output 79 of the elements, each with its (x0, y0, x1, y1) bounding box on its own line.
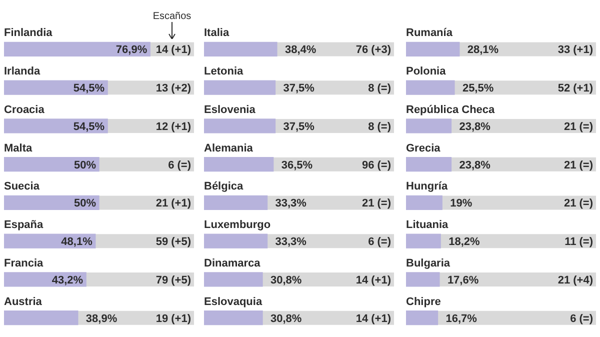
annotation: 8 (=) (368, 82, 392, 95)
annotation: 8 (=) (368, 120, 392, 133)
data-label: 43,2% (52, 274, 84, 286)
data-label: 23,8% (459, 120, 491, 133)
data-label: 54,5% (73, 120, 105, 133)
data-label: 23,8% (459, 159, 491, 172)
data-label: 37,5% (283, 120, 315, 133)
bar (406, 118, 452, 134)
annotation: 21 (=) (564, 198, 594, 210)
data-label: 38,4% (284, 44, 316, 56)
y-tick-label: República Checa (406, 104, 496, 116)
annotation: 76 (+3) (356, 44, 392, 56)
data-label: 36,5% (281, 159, 313, 172)
data-label: 76,9% (116, 44, 148, 56)
y-tick-label: Suecia (4, 180, 40, 193)
y-tick-label: Eslovenia (204, 104, 256, 116)
data-label: 16,7% (446, 312, 478, 325)
data-label: 17,6% (447, 274, 479, 286)
y-tick-label: Hungría (406, 180, 448, 193)
annotation: 12 (+1) (156, 120, 192, 133)
data-label: 54,5% (73, 82, 105, 95)
data-label: 50% (74, 198, 96, 210)
annotation: 19 (+1) (156, 312, 192, 325)
data-label: 33,3% (275, 198, 307, 210)
annotation: 14 (+1) (356, 274, 392, 286)
y-tick-label: Francia (4, 257, 44, 270)
data-label: 25,5% (462, 82, 494, 95)
annotation: 52 (+1) (558, 82, 594, 95)
y-tick-label: Italia (204, 27, 230, 40)
bar (406, 234, 441, 248)
annotation: 59 (+5) (156, 236, 192, 248)
y-tick-label: Luxemburgo (204, 219, 271, 232)
y-tick-label: Alemania (204, 142, 254, 154)
data-label: 38,9% (86, 312, 118, 325)
data-label: 48,1% (61, 236, 93, 248)
data-label: 30,8% (270, 312, 302, 325)
y-tick-label: Lituania (406, 219, 450, 232)
bar (406, 195, 442, 210)
annotation: 11 (=) (564, 236, 594, 248)
data-label: 50% (74, 159, 96, 172)
data-label: 33,3% (275, 236, 307, 248)
annotation: 6 (=) (168, 159, 192, 172)
y-tick-label: Grecia (406, 142, 442, 154)
data-label: 37,5% (283, 82, 315, 95)
y-tick-label: Bulgaria (406, 257, 451, 270)
annotation: 21 (=) (564, 120, 594, 133)
annotation: 13 (+2) (156, 82, 192, 95)
data-label: 30,8% (270, 274, 302, 286)
y-tick-label: Malta (4, 142, 33, 154)
annotation: 21 (+1) (156, 198, 192, 210)
annotation: 21 (=) (564, 159, 594, 172)
annotation: 21 (=) (362, 198, 392, 210)
y-tick-label: España (4, 219, 44, 232)
y-tick-label: Austria (4, 296, 43, 308)
annotation: 21 (+4) (558, 274, 594, 286)
data-label: 19% (450, 198, 472, 210)
annotation: 6 (=) (570, 312, 594, 325)
annotation: 14 (+1) (156, 44, 192, 56)
y-tick-label: Eslovaquia (204, 296, 263, 308)
y-tick-label: Rumanía (406, 27, 454, 40)
annotation: 14 (+1) (356, 312, 392, 325)
y-tick-label: Chipre (406, 296, 441, 308)
bar (406, 156, 452, 172)
data-label: 18,2% (448, 236, 480, 248)
y-tick-label: Letonia (204, 66, 244, 78)
bar (406, 310, 438, 326)
annotation: 6 (=) (368, 236, 392, 248)
annotation: 96 (=) (362, 159, 392, 172)
y-tick-label: Croacia (4, 104, 46, 116)
annotation: 79 (+5) (156, 274, 192, 286)
y-tick-label: Finlandia (4, 27, 54, 40)
y-tick-label: Polonia (406, 66, 447, 78)
bar (406, 272, 440, 287)
annotation: 33 (+1) (558, 44, 594, 56)
y-tick-label: Dinamarca (204, 257, 262, 270)
data-label: 28,1% (467, 44, 499, 56)
annotation: Escaños (152, 10, 192, 22)
y-tick-label: Bélgica (204, 180, 244, 193)
y-tick-label: Irlanda (4, 66, 41, 78)
